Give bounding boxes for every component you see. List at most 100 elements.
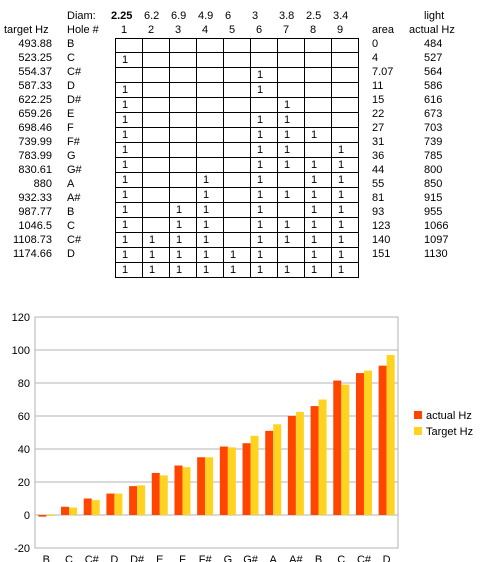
hole-cell: 1 [277,232,305,248]
hole-cell [142,112,170,128]
hole-cell [169,187,197,203]
target-hz-value: 523.25 [18,52,52,64]
hole-number: 1 [121,24,128,36]
hole-diameter: 6.9 [171,10,187,22]
target-hz-bar [46,515,55,516]
hole-cell: 1 [115,97,143,113]
legend-label-target: Target Hz [426,426,473,438]
hole-cell: 1 [304,247,332,263]
area-value: 151 [372,248,391,260]
actual-hz-bar [83,498,92,515]
target-hz-header: target Hz [4,24,49,36]
hole-cell: 1 [277,187,305,203]
hole-cell [304,52,332,68]
note-name: A# [67,192,81,204]
hole-diameter: 4.9 [198,10,214,22]
actual-hz-value: 484 [424,38,443,50]
hole-cell [277,82,305,98]
y-tick-label: 60 [18,411,30,423]
actual-hz-bar [287,416,296,515]
actual-hz-bar [355,373,364,515]
hole-cell: 1 [304,127,332,143]
hole-diameter: 3.8 [279,10,295,22]
hole-cell [196,127,224,143]
hole-cell [223,142,251,158]
grid-row: 1 [115,67,359,83]
hole-cell: 1 [277,97,305,113]
hole-cell: 1 [115,82,143,98]
x-tick-label: A [270,554,278,562]
hole-cell [196,67,224,83]
hole-cell: 1 [196,187,224,203]
hole-cell: 1 [250,187,278,203]
light-header: light [424,10,445,22]
hole-number: 7 [283,24,290,36]
hole-cell [115,38,143,53]
x-tick-label: E [156,554,163,562]
hole-cell [169,67,197,83]
target-hz-bar [114,493,123,515]
hole-cell [223,67,251,83]
actual-hz-value: 1097 [424,234,449,246]
hole-cell [196,97,224,113]
hole-diameter: 2.25 [111,10,133,22]
hole-cell: 1 [115,262,143,278]
target-hz-bar [341,384,350,515]
hole-cell [169,127,197,143]
hole-cell [331,38,359,53]
area-value: 0 [372,38,379,50]
x-tick-label: F [179,554,186,562]
y-tick-label: 120 [12,312,30,324]
hole-cell: 1 [304,217,332,233]
actual-hz-value: 915 [424,192,443,204]
hole-cell: 1 [250,67,278,83]
hole-cell [142,157,170,173]
hole-cell [142,82,170,98]
hole-cell [250,97,278,113]
hole-cell: 1 [304,232,332,248]
hole-cell: 1 [196,247,224,263]
hole-cell: 1 [250,202,278,218]
hole-cell [196,142,224,158]
diam-label: Diam: [67,10,96,22]
hole-cell [223,38,251,53]
actual-hz-value: 1066 [424,220,449,232]
hole-cell: 1 [250,142,278,158]
hole-cell: 1 [169,262,197,278]
actual-hz-bar [310,406,319,515]
target-hz-bar [363,370,372,515]
hole-cell [196,112,224,128]
hole-cell [331,97,359,113]
hole-cell: 1 [250,82,278,98]
hole-cell [223,82,251,98]
area-value: 123 [372,220,391,232]
hole-cell [277,202,305,218]
target-hz-value: 739.99 [18,136,52,148]
target-hz-bar [159,475,168,515]
hole-cell [223,187,251,203]
hole-cell [142,142,170,158]
x-tick-label: C [65,554,73,562]
area-value: 81 [372,192,385,204]
hole-cell: 1 [331,247,359,263]
note-name: F [67,122,74,134]
target-hz-value: 622.25 [18,94,52,106]
hole-cell: 1 [196,202,224,218]
hole-cell: 1 [277,112,305,128]
hole-diameter: 3.4 [333,10,349,22]
hole-cell [142,172,170,188]
x-tick-label: D# [130,554,145,562]
hole-cell: 1 [115,127,143,143]
hole-number: 3 [175,24,182,36]
hole-number: 9 [337,24,344,36]
hole-cell: 1 [115,112,143,128]
hole-cell: 1 [331,157,359,173]
hole-cell: 1 [142,247,170,263]
hole-cell [169,157,197,173]
